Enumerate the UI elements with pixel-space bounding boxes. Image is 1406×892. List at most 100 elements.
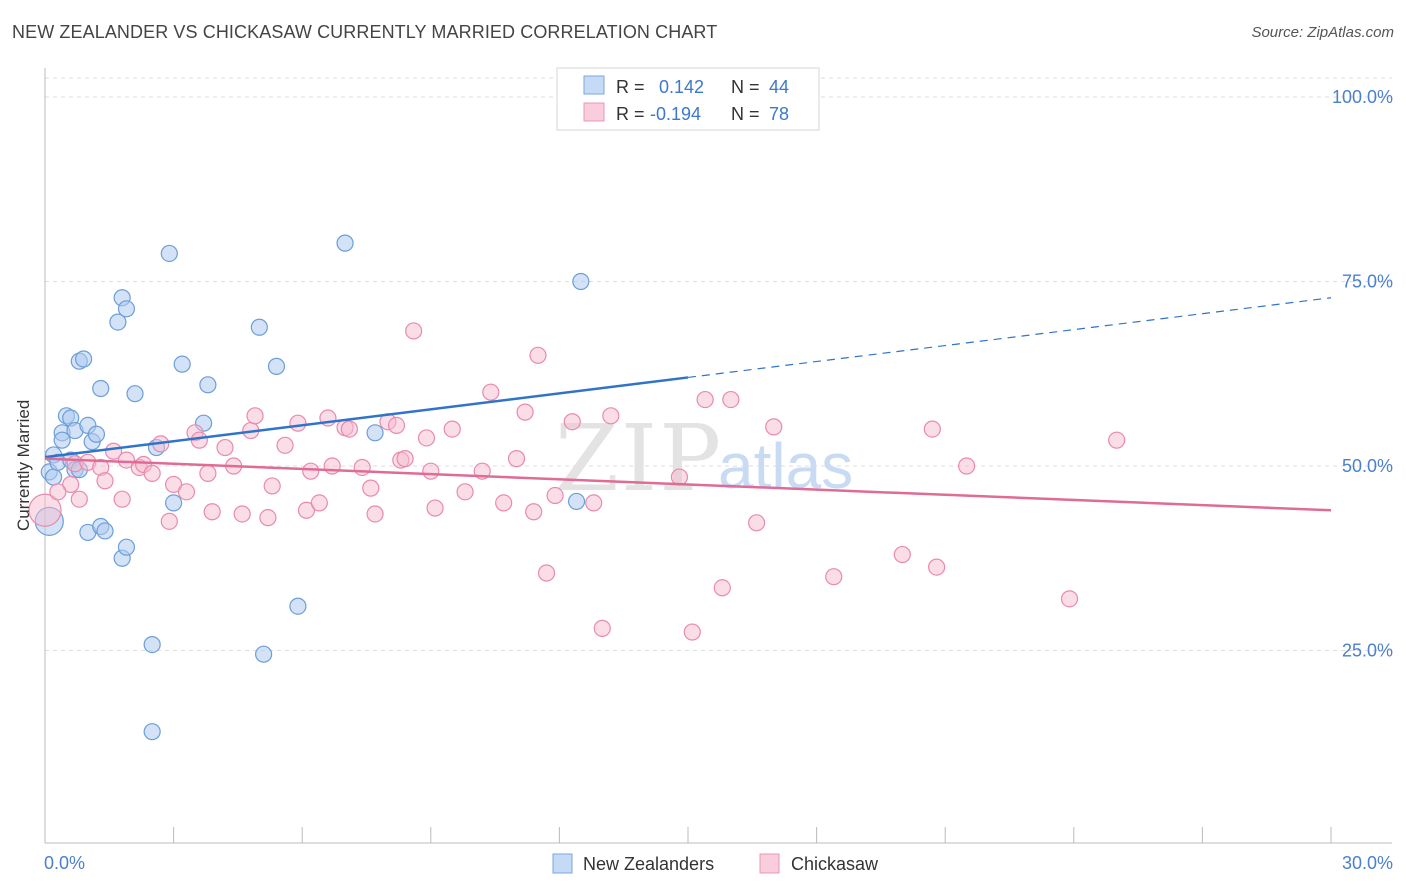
- data-point-new-zealanders: [289, 597, 307, 615]
- data-point-chickasaw: [276, 436, 294, 454]
- data-point-chickasaw: [525, 503, 543, 521]
- legend-label-new-zealanders: New Zealanders: [583, 854, 714, 874]
- data-point-chickasaw: [366, 505, 384, 523]
- data-point-chickasaw: [203, 503, 221, 521]
- data-point-chickasaw: [190, 431, 208, 449]
- legend-label-chickasaw: Chickasaw: [791, 854, 879, 874]
- legend-swatch-blue: [552, 853, 573, 874]
- stats-r-label-blue: R =: [616, 77, 645, 97]
- data-point-chickasaw: [585, 494, 603, 512]
- data-point-chickasaw: [417, 429, 436, 447]
- gridlines: [45, 77, 1392, 651]
- trendline-new-zealanders: [44, 376, 689, 459]
- data-point-new-zealanders: [199, 376, 217, 394]
- legend: New Zealanders Chickasaw: [552, 853, 879, 874]
- data-point-new-zealanders: [267, 357, 286, 375]
- data-point-chickasaw: [160, 512, 178, 530]
- data-point-new-zealanders: [109, 313, 127, 331]
- stats-swatch-blue: [583, 75, 605, 95]
- data-point-chickasaw: [263, 477, 281, 495]
- data-point-chickasaw: [422, 462, 440, 480]
- watermark-zip: ZIP: [555, 405, 723, 512]
- data-point-new-zealanders: [165, 494, 183, 512]
- data-point-chickasaw: [302, 462, 320, 480]
- data-point-chickasaw: [683, 623, 701, 641]
- data-point-chickasaw: [259, 509, 277, 527]
- data-point-chickasaw: [696, 390, 714, 409]
- data-point-chickasaw: [387, 416, 406, 435]
- data-point-chickasaw: [362, 479, 380, 497]
- data-point-chickasaw: [516, 403, 534, 421]
- data-point-chickasaw: [216, 438, 234, 457]
- data-point-chickasaw: [923, 420, 941, 438]
- data-point-chickasaw: [396, 450, 414, 468]
- data-point-new-zealanders: [336, 234, 354, 252]
- trendlines: [44, 297, 1332, 512]
- x-tick-label: 30.0%: [1342, 853, 1393, 873]
- data-point-new-zealanders: [74, 350, 93, 368]
- data-point-chickasaw: [49, 483, 67, 501]
- data-point-new-zealanders: [44, 468, 63, 486]
- stats-n-label-pink: N =: [731, 104, 760, 124]
- data-point-new-zealanders: [255, 645, 273, 663]
- stats-swatch-pink: [583, 102, 605, 122]
- data-point-chickasaw: [96, 472, 114, 490]
- y-tick-label: 50.0%: [1342, 456, 1393, 476]
- data-point-new-zealanders: [143, 635, 161, 654]
- data-point-new-zealanders: [96, 522, 114, 540]
- data-point-chickasaw: [143, 464, 161, 482]
- data-point-chickasaw: [233, 505, 251, 523]
- data-point-chickasaw: [482, 383, 500, 401]
- data-point-chickasaw: [246, 407, 264, 425]
- watermark: ZIP atlas: [555, 405, 853, 512]
- data-point-chickasaw: [405, 322, 423, 340]
- stats-r-value-blue: 0.142: [659, 77, 704, 97]
- data-point-new-zealanders: [366, 424, 384, 442]
- stats-n-value-blue: 44: [769, 77, 789, 97]
- data-point-chickasaw: [928, 558, 946, 576]
- data-point-chickasaw: [747, 514, 766, 532]
- x-tick-label: 0.0%: [44, 853, 85, 873]
- stats-r-label-pink: R =: [616, 104, 645, 124]
- data-point-chickasaw: [353, 458, 371, 477]
- data-point-chickasaw: [893, 545, 911, 564]
- stats-box: R = 0.142 N = 44 R = -0.194 N = 78: [556, 67, 820, 131]
- legend-swatch-pink: [759, 853, 780, 874]
- y-tick-label: 100.0%: [1332, 87, 1393, 107]
- data-point-new-zealanders: [126, 385, 144, 403]
- data-point-chickasaw: [456, 483, 474, 501]
- series-new-zealanders: [34, 234, 590, 741]
- trendline-new-zealanders-extension: [687, 297, 1332, 379]
- data-point-chickasaw: [495, 494, 513, 512]
- data-point-new-zealanders: [92, 379, 110, 398]
- data-point-chickasaw: [602, 407, 620, 425]
- data-point-chickasaw: [825, 568, 843, 586]
- data-point-chickasaw: [177, 483, 196, 501]
- data-point-new-zealanders: [53, 431, 71, 449]
- data-point-new-zealanders: [572, 272, 590, 291]
- y-axis-label: Currently Married: [14, 399, 33, 531]
- data-point-chickasaw: [199, 464, 217, 482]
- data-point-new-zealanders: [160, 244, 178, 263]
- data-point-chickasaw: [593, 619, 611, 637]
- data-point-chickasaw: [507, 450, 526, 468]
- data-point-new-zealanders: [87, 425, 106, 443]
- data-point-new-zealanders: [117, 300, 136, 318]
- data-point-chickasaw: [1108, 431, 1126, 449]
- data-point-chickasaw: [546, 486, 564, 505]
- stats-r-value-pink: -0.194: [650, 104, 701, 124]
- series-chickasaw: [28, 322, 1126, 641]
- data-point-chickasaw: [563, 413, 581, 431]
- data-point-new-zealanders: [143, 723, 161, 741]
- trendline-chickasaw: [44, 457, 1332, 512]
- data-point-chickasaw: [443, 420, 461, 438]
- data-point-chickasaw: [340, 420, 358, 438]
- data-point-chickasaw: [722, 390, 740, 409]
- data-point-chickasaw: [297, 501, 316, 519]
- chart-title: NEW ZEALANDER VS CHICKASAW CURRENTLY MAR…: [12, 22, 718, 42]
- data-point-chickasaw: [765, 418, 783, 436]
- data-point-new-zealanders: [117, 538, 136, 556]
- stats-n-value-pink: 78: [769, 104, 789, 124]
- data-point-chickasaw: [117, 451, 136, 469]
